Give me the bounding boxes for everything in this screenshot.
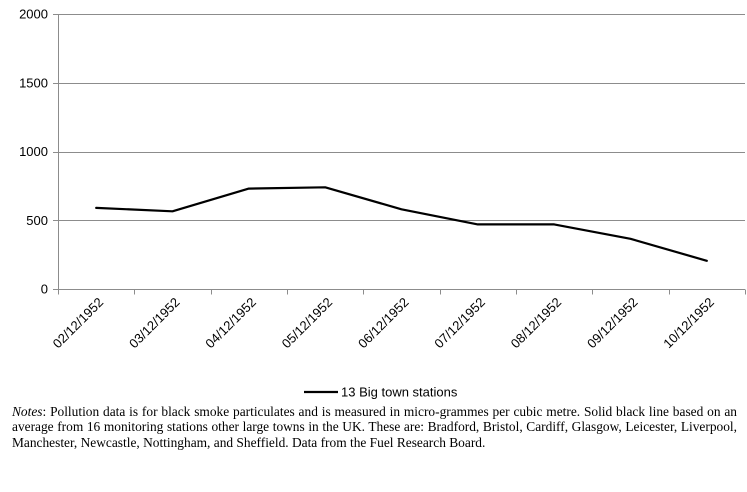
x-tick-label: 07/12/1952 xyxy=(431,295,488,352)
x-tick-labels: 02/12/1952 03/12/1952 04/12/1952 05/12/1952… xyxy=(50,295,717,352)
x-tick-label: 02/12/1952 xyxy=(50,295,107,352)
y-tick-label: 500 xyxy=(26,213,48,228)
gridlines xyxy=(58,14,745,221)
y-tick-label: 1500 xyxy=(19,75,48,90)
series-line xyxy=(95,186,708,262)
y-tick-label: 1000 xyxy=(19,144,48,159)
x-tick-label: 08/12/1952 xyxy=(508,295,565,352)
y-tick-label: 2000 xyxy=(19,7,48,22)
chart-notes: Notes: Pollution data is for black smoke… xyxy=(12,404,737,450)
legend: 13 Big town stations xyxy=(304,385,458,400)
axes xyxy=(53,14,746,295)
x-tick-label: 06/12/1952 xyxy=(355,295,412,352)
notes-text: : Pollution data is for black smoke part… xyxy=(12,404,737,450)
legend-label: 13 Big town stations xyxy=(341,385,458,400)
x-tick-label: 09/12/1952 xyxy=(584,295,641,352)
series-lines xyxy=(95,186,708,262)
x-tick-label: 04/12/1952 xyxy=(202,295,259,352)
y-tick-label: 0 xyxy=(41,282,48,297)
line-chart: 0 500 1000 1500 2000 02/12/1952 03/12/1952 04/… xyxy=(19,7,746,400)
x-tick-label: 05/12/1952 xyxy=(279,295,336,352)
notes-label: Notes xyxy=(12,404,43,419)
y-tick-labels: 0 500 1000 1500 2000 xyxy=(19,7,48,297)
x-tick-label: 10/12/1952 xyxy=(660,295,717,352)
x-tick-label: 03/12/1952 xyxy=(126,295,183,352)
